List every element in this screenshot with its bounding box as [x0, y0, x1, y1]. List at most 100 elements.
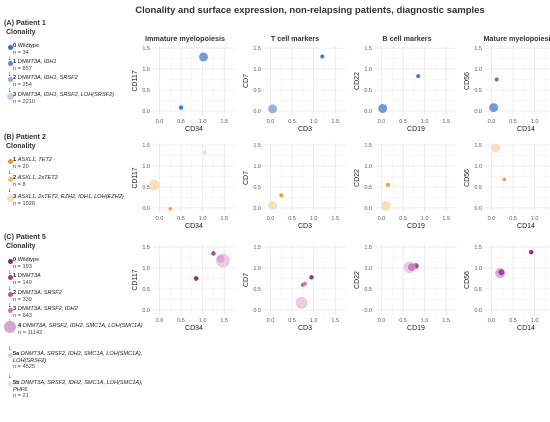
x-axis-label: CD3: [298, 223, 312, 230]
y-tick-label: 0.0: [474, 109, 482, 115]
y-tick-label: 1.5: [474, 143, 482, 149]
scatter-panel: 0.0 0.0 0.5 0.5 1.0 1.0 1.5 1.5 CD3 CD7: [243, 143, 346, 230]
clone-arrow-icon: ↓: [8, 87, 12, 94]
data-point: [178, 105, 184, 110]
clone-count: n = 149: [13, 279, 32, 286]
data-point: [498, 269, 505, 276]
data-point: [528, 249, 534, 255]
clonality-label: Clonality: [6, 243, 36, 250]
clone-mutations: DNMT3A, SRSF2, IDH2: [17, 306, 78, 312]
data-point: [303, 281, 307, 286]
plot-background: [264, 143, 346, 213]
clone-id: 5b: [13, 380, 20, 386]
y-axis-label: CD22: [354, 72, 361, 90]
x-axis-label: CD34: [185, 325, 203, 332]
y-tick-label: 0.0: [253, 109, 261, 115]
y-tick-label: 1.0: [142, 164, 150, 170]
y-tick-label: 1.5: [142, 143, 150, 149]
x-tick-label: 0.5: [399, 216, 407, 222]
clone-arrow-icon: ↓: [8, 187, 12, 194]
clone-arrow-icon: ↓: [8, 55, 12, 62]
plot-background: [375, 245, 457, 315]
x-tick-label: 0.0: [156, 216, 164, 222]
data-point: [202, 150, 207, 155]
clone-mutations: ASXL1, 2xTET2: [17, 175, 58, 181]
clone-mutations: DNMT3A, IDH1, SRSF2: [17, 75, 78, 81]
data-point: [416, 74, 421, 79]
data-point: [378, 103, 388, 113]
data-point: [309, 275, 314, 280]
y-tick-label: 0.0: [364, 206, 372, 212]
y-axis-label: CD117: [132, 167, 139, 188]
clone-id: 2: [13, 175, 17, 181]
data-point: [279, 193, 284, 198]
x-tick-label: 1.5: [331, 119, 339, 125]
y-tick-label: 1.5: [364, 245, 372, 251]
clone-mutations: DNMT3A, SRSF2, IDH2, SMC1A, LOH(SMC1A), …: [13, 380, 143, 393]
y-tick-label: 1.5: [364, 46, 372, 52]
scatter-panel: 0.0 0.0 0.5 0.5 1.0 1.0 1.5 1.5 CD3 CD7: [243, 245, 346, 332]
clone-color-dot: [7, 176, 13, 182]
clone-count: n = 4525: [13, 364, 35, 371]
y-axis-label: CD117: [132, 269, 139, 290]
y-tick-label: 0.0: [142, 308, 150, 314]
y-tick-label: 1.5: [474, 245, 482, 251]
clone-id: 5a: [13, 351, 20, 357]
x-tick-label: 1.5: [442, 318, 450, 324]
plot-background: [264, 46, 346, 116]
y-tick-label: 1.0: [474, 67, 482, 73]
clone-color-dot: [7, 307, 13, 313]
data-point: [320, 54, 325, 59]
y-axis-label: CD22: [354, 271, 361, 289]
clone-mutations: ASXL1, TET2: [17, 157, 52, 163]
y-tick-label: 1.0: [253, 164, 261, 170]
y-tick-label: 1.5: [253, 46, 261, 52]
x-tick-label: 0.5: [177, 119, 185, 125]
x-tick-label: 0.5: [509, 318, 517, 324]
clone-mutations: Wildtype: [17, 257, 40, 263]
clone-arrow-icon: ↓: [8, 373, 12, 380]
column-title-tcell: T cell markers: [270, 34, 320, 43]
clone-mutations: DNMT3A, SRSF2, IDH2, SMC1A, LOH(SMC1A): [22, 323, 143, 329]
y-tick-label: 0.5: [364, 88, 372, 94]
data-point: [168, 207, 173, 211]
clone-id: 0: [13, 43, 17, 49]
y-tick-label: 1.5: [253, 245, 261, 251]
data-point: [268, 200, 278, 210]
x-tick-label: 0.0: [267, 119, 275, 125]
x-tick-label: 1.0: [310, 119, 318, 125]
clone-color-dot: [7, 76, 13, 82]
clone-mutations: DNMT3A, IDH1, SRSF2, LOH(SRSF2): [17, 92, 115, 98]
clone-count: n = 21: [13, 393, 29, 400]
data-point: [491, 143, 501, 153]
clonality-label: Clonality: [6, 143, 36, 150]
y-tick-label: 1.0: [364, 67, 372, 73]
y-tick-label: 0.5: [142, 88, 150, 94]
x-tick-label: 1.0: [531, 119, 539, 125]
x-tick-label: 1.0: [531, 216, 539, 222]
clonality-label: Clonality: [6, 29, 36, 36]
x-tick-label: 0.0: [267, 216, 275, 222]
x-tick-label: 0.5: [288, 119, 296, 125]
clone-id: 3: [13, 194, 17, 200]
data-point: [148, 179, 160, 191]
x-tick-label: 0.5: [288, 318, 296, 324]
column-title-bcell: B cell markers: [382, 34, 432, 43]
data-point: [407, 263, 416, 272]
scatter-panel: 0.0 0.0 0.5 0.5 1.0 1.0 1.5 1.5 CD19 CD22: [354, 245, 457, 332]
clone-id: 2: [13, 290, 17, 296]
x-tick-label: 1.0: [421, 318, 429, 324]
data-point: [380, 200, 391, 211]
x-tick-label: 1.0: [531, 318, 539, 324]
x-tick-label: 0.5: [509, 119, 517, 125]
clone-count: n = 1928: [13, 200, 35, 207]
clone-count: n = 2210: [13, 98, 35, 105]
x-tick-label: 1.0: [421, 216, 429, 222]
x-tick-label: 1.5: [220, 119, 228, 125]
plot-background: [375, 46, 457, 116]
x-tick-label: 1.0: [310, 318, 318, 324]
x-tick-label: 0.0: [267, 318, 275, 324]
